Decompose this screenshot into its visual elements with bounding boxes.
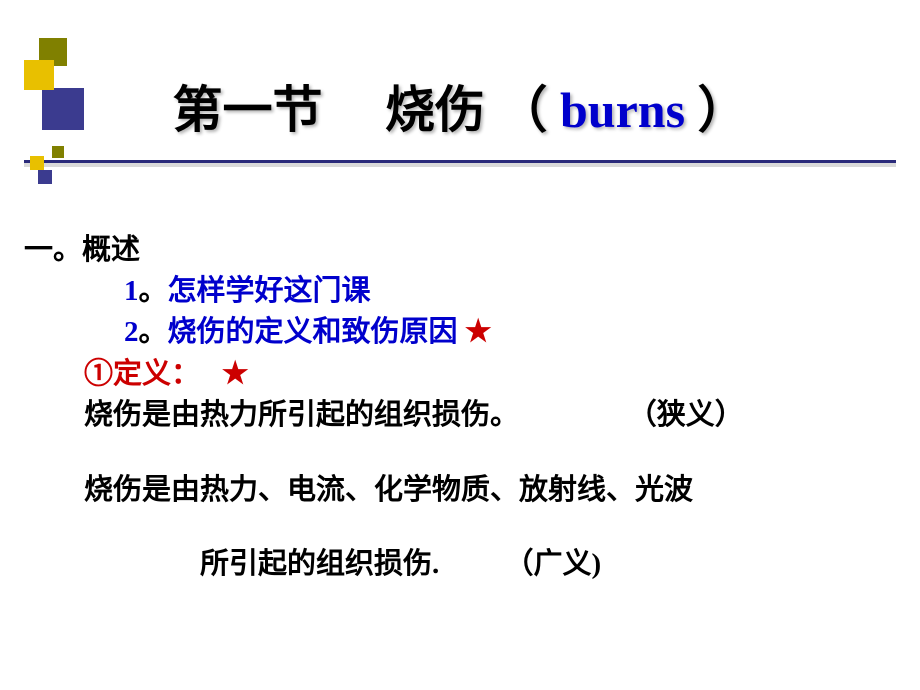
item1-number: 1 <box>124 275 139 307</box>
item1-text: 怎样学好这门课 <box>168 275 371 307</box>
title-suffix: ） <box>685 82 748 138</box>
definition-narrow: 烧伤是由热力所引起的组织损伤。 （狭义） <box>24 395 896 436</box>
item2-text: 烧伤的定义和致伤原因 <box>168 316 465 348</box>
olive-square-small <box>52 146 64 158</box>
def3-paren-text: （广义 <box>505 548 592 580</box>
definition-label-line: ①定义： ★ <box>24 353 896 395</box>
definition-broad-line1: 烧伤是由热力、电流、化学物质、放射线、光波 <box>24 470 896 511</box>
item1-sep: 。 <box>139 275 168 307</box>
star-icon: ★ <box>222 357 249 390</box>
gold-square-small <box>30 156 44 170</box>
list-item-2: 2。烧伤的定义和致伤原因 ★ <box>24 311 896 353</box>
star-icon: ★ <box>465 315 492 348</box>
def3-text: 所引起的组织损伤 <box>200 548 432 580</box>
item2-sep: 。 <box>139 316 168 348</box>
title-prefix: 第一节 烧伤 （ <box>172 82 560 138</box>
def1-gap <box>519 399 621 431</box>
def1-text: 烧伤是由热力所引起的组织损伤。 <box>84 399 519 431</box>
title-english: burns <box>560 82 685 138</box>
divider-decoration <box>30 146 80 196</box>
section-heading: 一。概述 <box>24 230 896 271</box>
def1-paren: （狭义） <box>621 399 744 431</box>
def3-gap <box>84 548 200 580</box>
navy-square-small <box>38 170 52 184</box>
item2-number: 2 <box>124 316 139 348</box>
def3-close-paren: ) <box>592 548 602 580</box>
content-body: 一。概述 1。怎样学好这门课 2。烧伤的定义和致伤原因 ★ ①定义： ★ 烧伤是… <box>24 230 896 585</box>
divider-shadow <box>24 163 896 167</box>
list-item-1: 1。怎样学好这门课 <box>24 271 896 312</box>
def-star-gap <box>200 358 222 390</box>
definition-label: ①定义： <box>84 358 200 390</box>
definition-broad-line2: 所引起的组织损伤. （广义) <box>24 544 896 585</box>
def3-gap2 <box>439 548 504 580</box>
slide-title: 第一节 烧伤 （ burns ） <box>0 70 920 142</box>
